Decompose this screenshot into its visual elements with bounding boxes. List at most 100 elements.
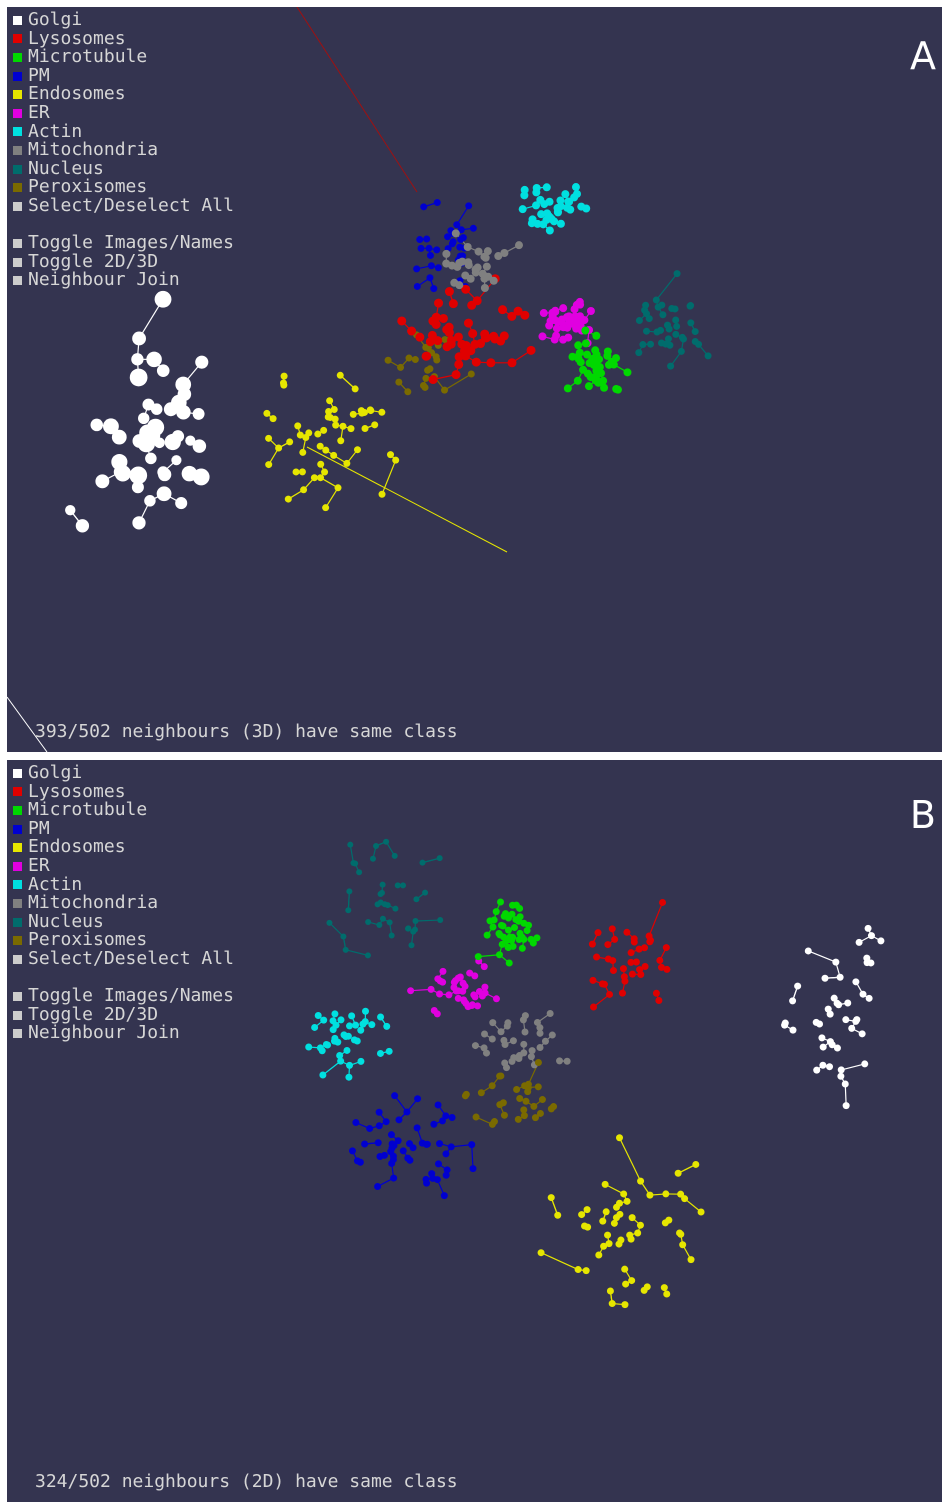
scatter-plot-3d[interactable] <box>7 7 942 752</box>
toggle-2d-3d-button[interactable]: Toggle 2D/3D <box>13 252 234 272</box>
microtubule-point <box>496 931 504 939</box>
panel-a-3d-view[interactable]: Golgi Lysosomes Microtubule PM Endosomes… <box>7 7 942 752</box>
legend-label: Endosomes <box>28 83 126 105</box>
legend-item-nucleus[interactable]: Nucleus <box>13 912 234 932</box>
select-all-button[interactable]: Select/Deselect All <box>13 949 234 969</box>
legend-item-er[interactable]: ER <box>13 103 234 123</box>
endosomes-point <box>330 405 338 413</box>
actin-swatch <box>13 880 22 890</box>
actin-point <box>337 1057 345 1065</box>
legend-item-microtubule[interactable]: Microtubule <box>13 801 234 820</box>
panel-b-2d-view[interactable]: Golgi Lysosomes Microtubule PM Endosomes… <box>7 760 942 1502</box>
microtubule-point <box>518 944 526 952</box>
pm-point <box>390 1142 398 1150</box>
pm-swatch <box>13 824 22 834</box>
legend-item-golgi[interactable]: Golgi <box>13 763 234 783</box>
legend-item-golgi[interactable]: Golgi <box>13 10 234 30</box>
golgi-point <box>832 958 840 966</box>
lysosomes-point <box>621 977 629 985</box>
select-all-button[interactable]: Select/Deselect All <box>13 196 234 216</box>
legend-item-lysosomes[interactable]: Lysosomes <box>13 782 234 802</box>
pm-point <box>423 1179 431 1187</box>
er-point <box>539 309 548 318</box>
microtubule-point <box>574 341 583 350</box>
endosomes-point <box>582 1267 590 1275</box>
legend-item-actin[interactable]: Actin <box>13 875 234 895</box>
actin-point <box>353 1037 361 1045</box>
legend-item-mitochondria[interactable]: Mitochondria <box>13 141 234 160</box>
legend: Golgi Lysosomes Microtubule PM Endosomes… <box>13 10 234 290</box>
legend-item-pm[interactable]: PM <box>13 64 234 86</box>
endosomes-point <box>336 371 344 379</box>
microtubule-point <box>504 943 512 951</box>
mitochondria-point <box>520 1049 528 1057</box>
pm-point <box>430 1120 438 1128</box>
microtubule-point <box>613 385 622 394</box>
golgi-point <box>192 439 207 453</box>
legend-item-er[interactable]: ER <box>13 856 234 876</box>
pm-point <box>375 1122 383 1130</box>
legend-item-actin[interactable]: Actin <box>13 122 234 142</box>
endosomes-link <box>381 459 397 495</box>
scatter-plot-2d[interactable] <box>7 760 942 1502</box>
legend-item-endosomes[interactable]: Endosomes <box>13 85 234 104</box>
golgi-point <box>853 1016 861 1024</box>
lysosomes-point <box>507 311 517 321</box>
legend-item-endosomes[interactable]: Endosomes <box>13 838 234 857</box>
legend-label: PM <box>28 64 50 86</box>
legend-item-peroxisomes[interactable]: Peroxisomes <box>13 178 234 197</box>
endosomes-point <box>366 406 374 414</box>
panel-letter: B <box>909 793 936 837</box>
actin-point <box>571 183 580 192</box>
endosomes-point <box>263 409 271 417</box>
nucleus-point <box>664 321 672 329</box>
peroxisomes-point <box>422 374 430 382</box>
mitochondria-point <box>455 258 464 267</box>
legend-item-microtubule[interactable]: Microtubule <box>13 48 234 67</box>
nucleus-point <box>405 925 412 932</box>
nucleus-point <box>686 302 694 310</box>
legend-item-nucleus[interactable]: Nucleus <box>13 159 234 179</box>
microtubule-point <box>502 910 510 918</box>
endosomes-point <box>387 451 395 459</box>
legend-item-lysosomes[interactable]: Lysosomes <box>13 29 234 49</box>
toggle-2d-3d-button[interactable]: Toggle 2D/3D <box>13 1005 234 1025</box>
microtubule-point <box>495 951 503 959</box>
neighbour-join-button[interactable]: Neighbour Join <box>13 1024 234 1043</box>
mitochondria-point <box>471 1042 479 1050</box>
peroxisomes-point <box>520 1106 528 1114</box>
golgi-point <box>131 481 144 494</box>
endosomes-point <box>634 1229 642 1237</box>
legend-item-peroxisomes[interactable]: Peroxisomes <box>13 931 234 950</box>
er-point <box>550 335 559 344</box>
legend-item-pm[interactable]: PM <box>13 819 234 839</box>
golgi-point <box>859 990 867 998</box>
toggle-images-names-button[interactable]: Toggle Images/Names <box>13 987 234 1006</box>
pm-point <box>457 226 465 234</box>
lysosomes-point <box>606 990 614 998</box>
nucleus-point <box>673 322 681 330</box>
legend-item-mitochondria[interactable]: Mitochondria <box>13 894 234 913</box>
er-point <box>492 995 500 1003</box>
neighbour-join-button[interactable]: Neighbour Join <box>13 271 234 290</box>
er-point <box>456 973 464 981</box>
control-label: Neighbour Join <box>28 269 180 291</box>
nucleus-point <box>673 270 681 278</box>
actin-point <box>314 1012 322 1020</box>
microtubule-point <box>595 363 604 372</box>
endosomes-point <box>627 1235 635 1243</box>
er-point <box>466 969 474 977</box>
endosomes-point <box>317 474 325 482</box>
endosomes-point <box>643 1283 651 1291</box>
pm-point <box>374 1183 382 1191</box>
nucleus-point <box>704 352 712 360</box>
nucleus-point <box>642 327 650 335</box>
lysosomes-point <box>457 339 467 349</box>
pm-point <box>395 1116 403 1124</box>
mitochondria-swatch <box>13 898 22 908</box>
toggle-images-names-button[interactable]: Toggle Images/Names <box>13 234 234 253</box>
endosomes-point <box>314 430 322 438</box>
golgi-point <box>129 466 148 485</box>
endosomes-point <box>660 1284 668 1292</box>
endosomes-point <box>332 421 340 429</box>
